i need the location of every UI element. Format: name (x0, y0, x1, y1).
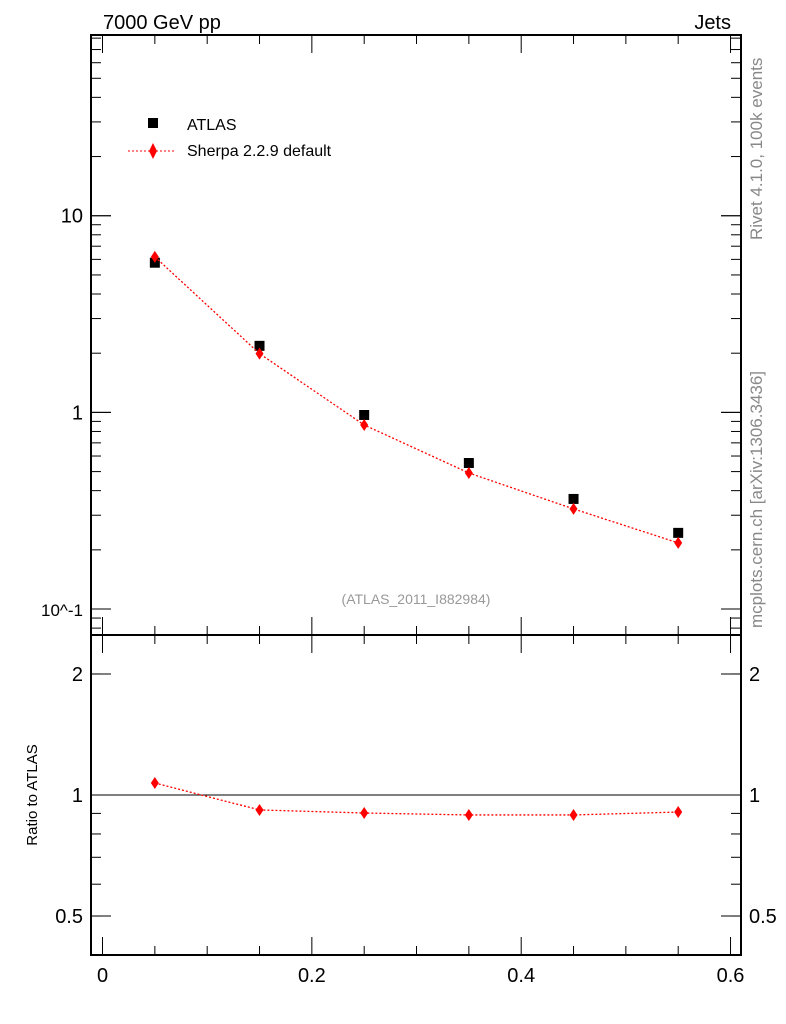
analysis-id: (ATLAS_2011_I882984) (342, 591, 491, 607)
sherpa-line (154, 782, 679, 816)
sherpa-point (569, 808, 578, 821)
legend: ATLAS Sherpa 2.2.9 default (128, 117, 332, 160)
ratio-ylabel: Ratio to ATLAS (24, 744, 41, 845)
sherpa-point (150, 250, 159, 263)
legend-atlas-marker (148, 118, 158, 128)
sherpa-point (360, 418, 369, 431)
sherpa-point (674, 536, 683, 549)
y-tick-label: 1 (72, 402, 83, 424)
atlas-point (254, 340, 265, 351)
y-tick-label-right: 2 (749, 664, 760, 686)
sherpa-point (255, 347, 264, 360)
legend-atlas-label: ATLAS (187, 117, 237, 134)
atlas-point (463, 457, 474, 468)
mcplots-label: mcplots.cern.ch [arXiv:1306.3436] (747, 371, 766, 628)
legend-sherpa-label: Sherpa 2.2.9 default (187, 143, 332, 160)
sherpa-point (360, 807, 369, 820)
y-tick-label-right: 0.5 (749, 906, 777, 928)
x-tick-label: 0.6 (717, 965, 745, 987)
x-tick-label: 0 (97, 965, 108, 987)
y-tick-label: 10^-1 (41, 601, 83, 620)
sherpa-point (255, 803, 264, 816)
y-tick-label: 0.5 (55, 906, 83, 928)
header-right: Jets (694, 12, 731, 34)
y-tick-label: 1 (72, 785, 83, 807)
y-tick-label: 10 (61, 206, 83, 228)
sherpa-point (569, 502, 578, 515)
legend-sherpa-marker (149, 143, 157, 159)
x-tick-label: 0.2 (298, 965, 326, 987)
sherpa-point (150, 777, 159, 790)
sherpa-point (464, 466, 473, 479)
y-tick-label: 2 (72, 664, 83, 686)
header-left: 7000 GeV pp (103, 12, 221, 34)
atlas-point (359, 409, 370, 420)
sherpa-point (674, 806, 683, 819)
sherpa-point (464, 808, 473, 821)
x-tick-label: 0.4 (507, 965, 535, 987)
atlas-point (568, 493, 579, 504)
rivet-label: Rivet 4.1.0, 100k events (747, 58, 766, 240)
sherpa-line (154, 256, 679, 544)
y-tick-label-right: 1 (749, 785, 760, 807)
atlas-point (673, 527, 684, 538)
